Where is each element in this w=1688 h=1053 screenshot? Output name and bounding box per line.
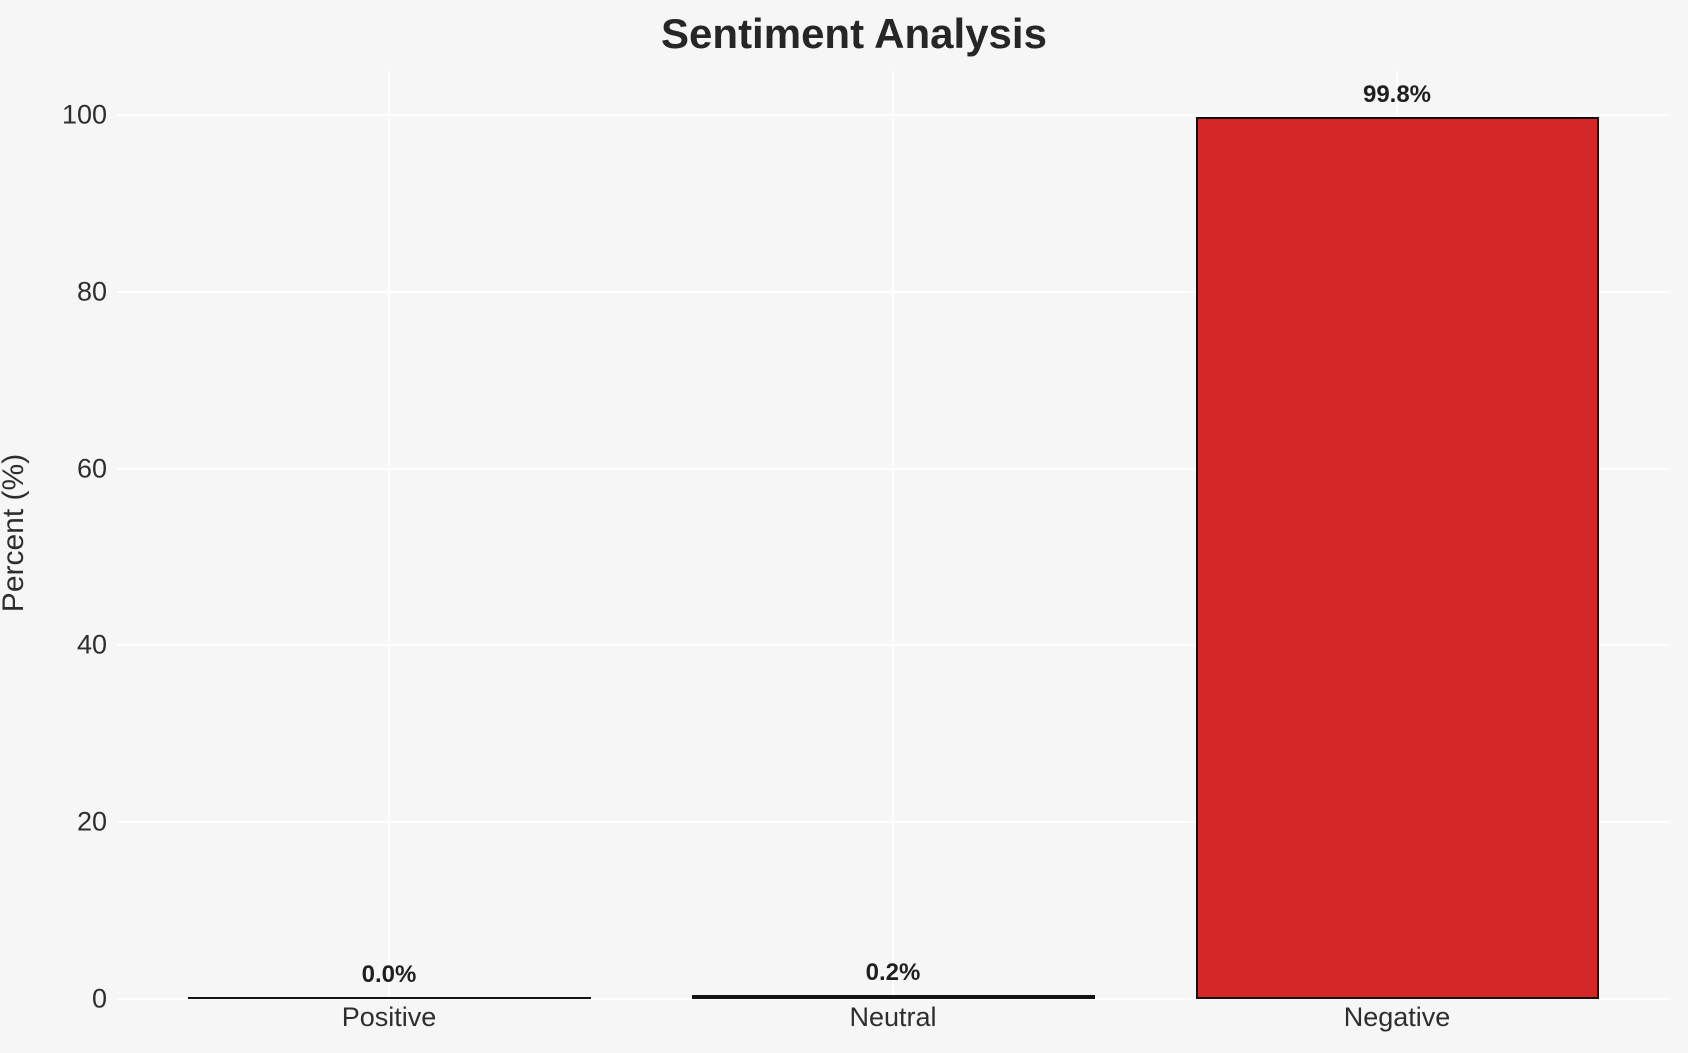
value-label-neutral: 0.2%: [865, 959, 921, 986]
v-gridline-positive: [388, 71, 390, 999]
ytick-label-60: 60: [76, 453, 107, 484]
ytick-label-40: 40: [76, 629, 107, 660]
xtick-label-neutral: Neutral: [849, 1002, 937, 1032]
bar-positive: [187, 997, 591, 999]
xtick-label-negative: Negative: [1343, 1002, 1451, 1032]
ytick-label-0: 0: [91, 983, 107, 1014]
ytick-label-20: 20: [76, 806, 107, 837]
value-label-negative: 99.8%: [1362, 81, 1432, 108]
v-gridline-neutral: [892, 71, 894, 999]
xtick-label-positive: Positive: [341, 1002, 437, 1032]
bar-negative: [1195, 117, 1599, 999]
h-gridline-0: [117, 998, 1669, 1000]
ytick-label-100: 100: [61, 99, 107, 130]
chart-title: Sentiment Analysis: [661, 10, 1047, 57]
value-label-positive: 0.0%: [361, 961, 417, 988]
ytick-label-80: 80: [76, 276, 107, 307]
bar-neutral: [691, 995, 1095, 999]
